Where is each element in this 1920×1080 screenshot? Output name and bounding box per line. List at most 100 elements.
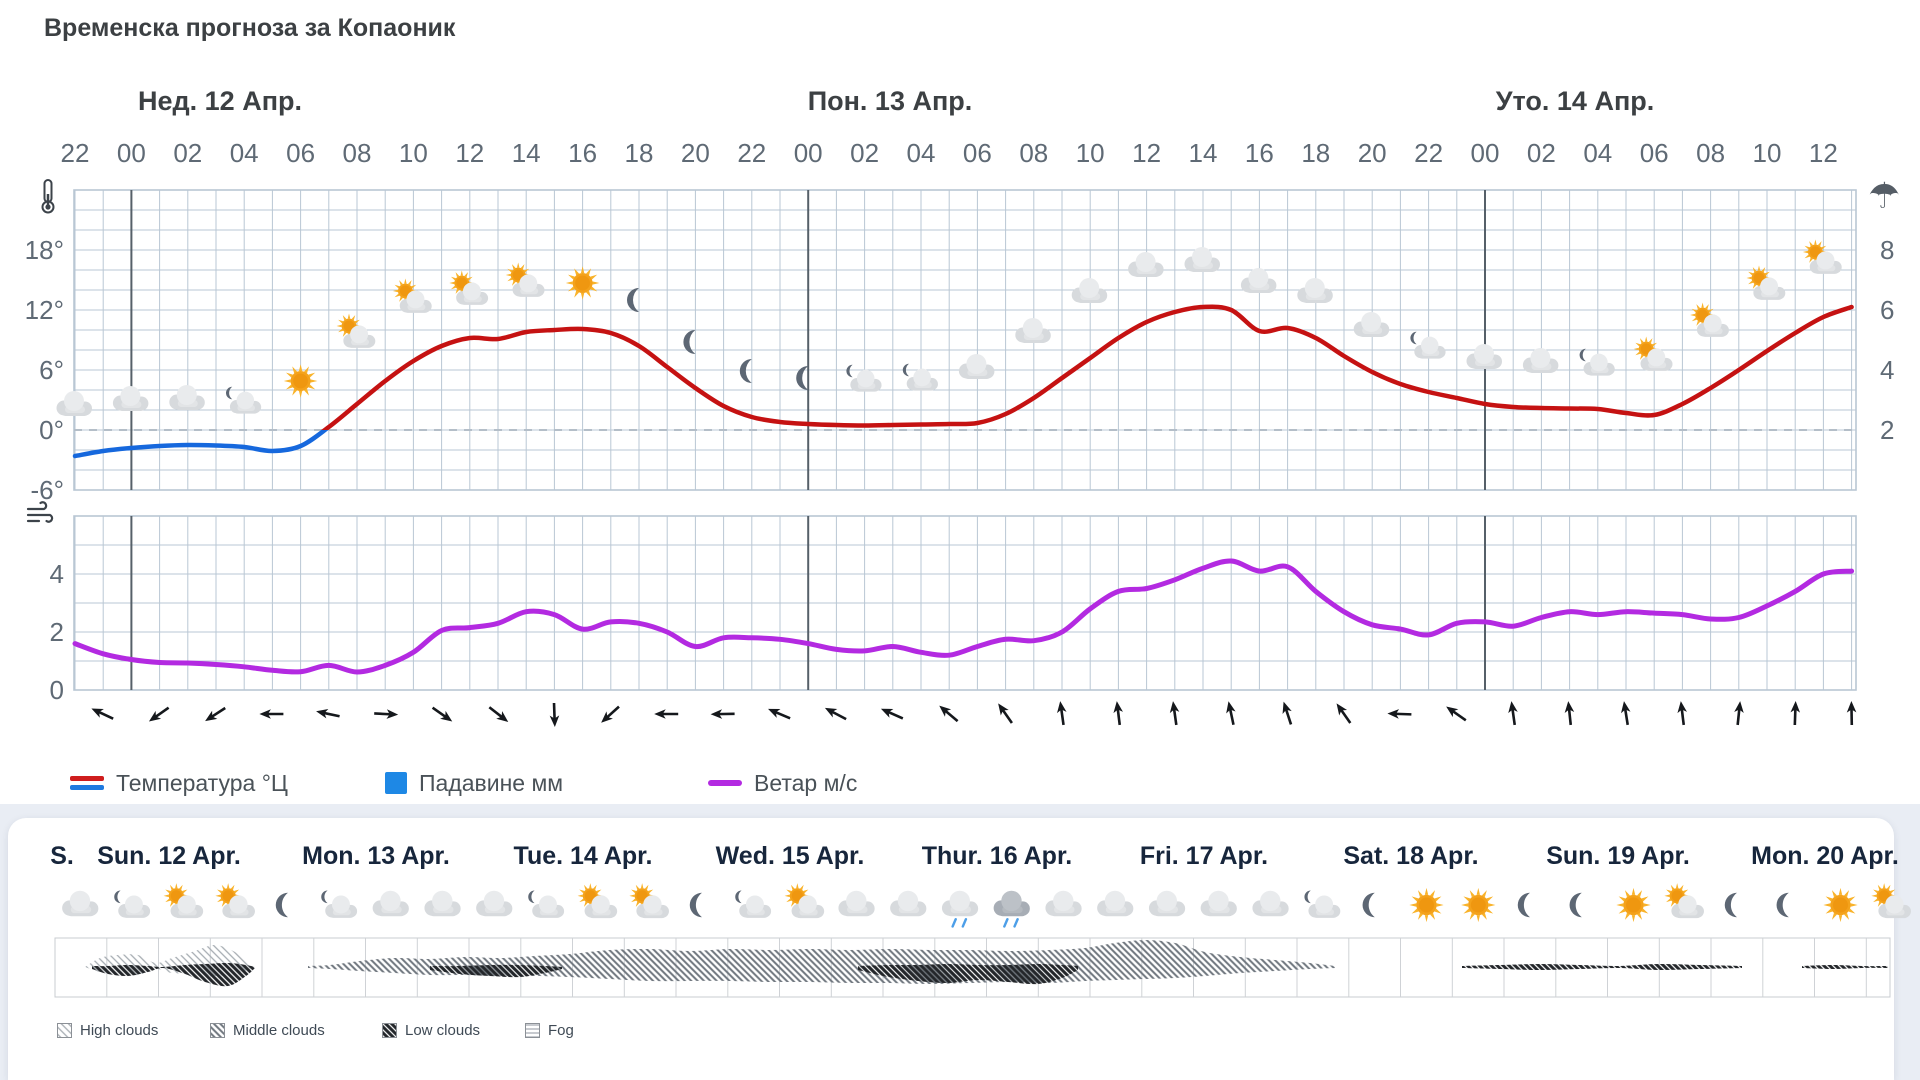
hour-label: 22 <box>737 138 767 168</box>
high-clouds-label: High clouds <box>80 1021 159 1039</box>
hour-label: 06 <box>962 138 992 168</box>
wind-direction-arrow <box>431 706 453 722</box>
legend-fog: Fog <box>525 1020 574 1040</box>
precipitation-axis-label: 8 <box>1880 235 1895 265</box>
hour-label: 06 <box>286 138 316 168</box>
legend-precipitation-label: Падавине мм <box>419 769 564 796</box>
hour-label: 14 <box>1188 138 1218 168</box>
middle-clouds-label: Middle clouds <box>233 1021 325 1039</box>
weather-icon-cloud <box>1353 312 1390 337</box>
umbrella-icon: ☂ <box>1868 175 1900 216</box>
wind-direction-arrow <box>259 709 284 719</box>
hour-label: 02 <box>173 138 203 168</box>
overview-day-label: Sun. 19 Apr. <box>1546 842 1690 870</box>
weather-icon-moon <box>739 359 752 383</box>
low-clouds-swatch <box>382 1022 397 1038</box>
weather-icon-cloud <box>56 391 92 416</box>
wind-direction-arrow <box>1677 701 1687 726</box>
wind-direction-arrow <box>1057 701 1067 726</box>
wind-direction-arrow <box>1387 709 1412 719</box>
weather-icon-cloud <box>1297 278 1333 303</box>
wind-speed-line <box>72 558 1855 675</box>
hour-label: 12 <box>1808 138 1838 168</box>
wind-direction-arrow <box>824 707 847 721</box>
day-header: Пон. 13 Апр. <box>807 86 973 116</box>
legend-middle-clouds: Middle clouds <box>210 1020 325 1040</box>
hour-label: 16 <box>568 138 598 168</box>
weather-icon-cloud <box>1015 318 1051 343</box>
hour-label: 02 <box>850 138 880 168</box>
page-title: Временска прогноза за Копаоник <box>44 14 456 42</box>
wind-direction-arrow <box>1846 701 1857 726</box>
hour-label: 10 <box>1752 138 1782 168</box>
hour-label: 20 <box>680 138 710 168</box>
hour-label: 22 <box>60 138 90 168</box>
wind-line-swatch <box>708 780 742 786</box>
hour-label: 10 <box>398 138 428 168</box>
wind-direction-arrow <box>880 708 904 720</box>
weather-icon-moon-cloud <box>846 364 882 392</box>
hour-label: 12 <box>1132 138 1162 168</box>
wind-direction-arrow <box>205 706 226 722</box>
fog-swatch <box>525 1022 540 1038</box>
legend-wind-label: Ветар м/с <box>754 769 858 796</box>
hour-label: 00 <box>793 138 823 168</box>
wind-direction-arrow <box>148 706 170 722</box>
low-clouds-label: Low clouds <box>405 1021 481 1039</box>
hour-label: 08 <box>1019 138 1049 168</box>
overview-day-label: Sat. 18 Apr. <box>1343 842 1479 870</box>
chart-grid <box>73 515 1857 691</box>
temperature-line-below-zero <box>72 430 329 459</box>
weather-icon-moon-cloud <box>902 363 938 391</box>
wind-axis-label: 2 <box>49 617 64 647</box>
wind-direction-arrow <box>1226 701 1236 726</box>
weather-icon-moon <box>627 288 639 312</box>
hour-label: 18 <box>1301 138 1331 168</box>
legend-temperature: Температура °Ц <box>70 768 288 798</box>
hour-label: 00 <box>1470 138 1500 168</box>
wind-direction-arrow <box>549 702 560 727</box>
wind-direction-arrow <box>1734 701 1744 726</box>
precipitation-axis-label: 2 <box>1880 415 1895 445</box>
day-header: Уто. 14 Апр. <box>1495 86 1655 116</box>
weather-icon-cloud <box>1184 247 1220 272</box>
weather-icon-sun-cloud <box>1746 265 1786 300</box>
wind-direction-arrow <box>1282 701 1293 725</box>
weather-icon-cloud <box>1522 348 1559 373</box>
weather-icon-cloud <box>1128 252 1164 277</box>
temperature-axis-label: 0° <box>39 415 64 445</box>
wind-direction-arrow <box>1564 701 1575 726</box>
legend-wind: Ветар м/с <box>708 768 857 798</box>
hour-label: 04 <box>229 138 259 168</box>
weather-icon-sun <box>283 364 318 398</box>
wind-direction-arrow <box>1621 701 1631 726</box>
weather-icon-sun-cloud <box>336 313 376 348</box>
weather-icon-cloud <box>169 385 205 410</box>
overview-day-label: Tue. 14 Apr. <box>513 842 653 870</box>
hour-label: 04 <box>1583 138 1613 168</box>
wind-direction-arrow <box>601 705 620 723</box>
wind-direction-arrow <box>654 709 679 719</box>
hour-label: 16 <box>1244 138 1274 168</box>
legend-precipitation: Падавине мм <box>385 768 563 798</box>
weather-icon-sun-cloud <box>505 262 545 297</box>
legend-temperature-label: Температура °Ц <box>116 769 288 796</box>
wind-direction-arrow <box>1790 701 1801 726</box>
overview-day-label: Thur. 16 Apr. <box>921 842 1073 870</box>
middle-clouds-swatch <box>210 1022 225 1038</box>
day-header: Нед. 12 Апр. <box>138 86 302 116</box>
wind-direction-arrow <box>1113 701 1123 726</box>
temperature-axis-label: -6° <box>30 475 64 505</box>
overview-day-label: Fri. 17 Apr. <box>1139 842 1269 870</box>
wind-direction-arrow <box>939 705 959 723</box>
temperature-axis-label: 6° <box>39 355 64 385</box>
chart-grid <box>73 189 1857 491</box>
weather-icon-sun-cloud <box>449 270 489 305</box>
legend-high-clouds: High clouds <box>57 1020 158 1040</box>
hour-label: 08 <box>342 138 372 168</box>
wind-direction-arrow <box>374 709 399 719</box>
legend-low-clouds: Low clouds <box>382 1020 480 1040</box>
weather-icon-sun-cloud <box>1633 336 1673 371</box>
weather-icon-moon-cloud <box>1579 348 1615 376</box>
hour-label: 10 <box>1075 138 1105 168</box>
